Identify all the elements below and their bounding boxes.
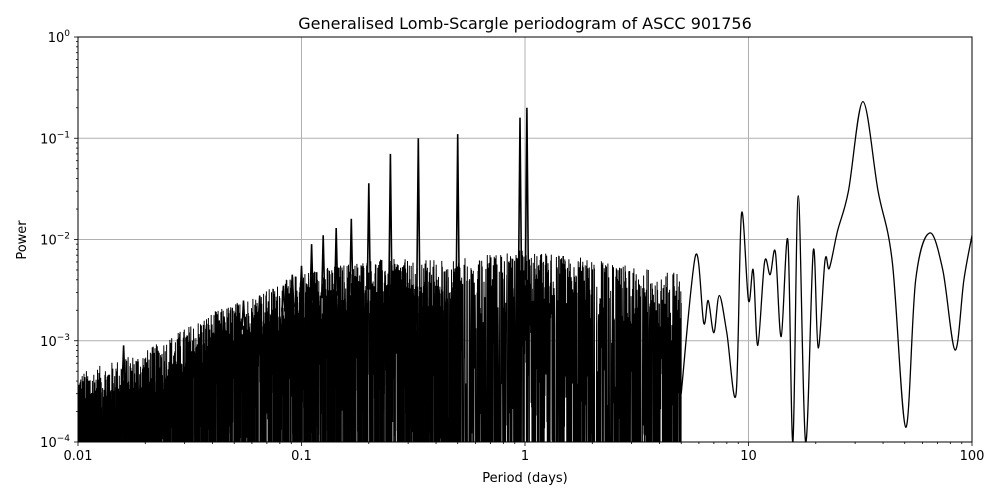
alias-peak: [121, 345, 126, 389]
chart-title: Generalised Lomb-Scargle periodogram of …: [298, 14, 752, 33]
alias-peak: [221, 317, 227, 338]
alias-peak: [299, 265, 304, 303]
x-tick-label: 10: [740, 449, 757, 464]
alias-peak: [257, 295, 262, 324]
x-axis-label: Period (days): [482, 471, 568, 486]
power-series-line: [78, 100, 972, 442]
alias-peak: [524, 107, 530, 281]
y-tick-label: 10−4: [40, 434, 70, 451]
alias-peak: [455, 134, 460, 290]
alias-peak: [366, 183, 372, 290]
alias-peak: [517, 117, 523, 281]
alias-peak: [349, 218, 354, 293]
y-tick-label: 100: [48, 29, 71, 46]
y-tick-label: 10−1: [40, 130, 70, 147]
x-tick-label: 0.01: [64, 449, 93, 464]
alias-peak: [388, 153, 393, 290]
alias-peak: [416, 138, 421, 290]
x-tick-label: 0.1: [291, 449, 312, 464]
x-tick-label: 1: [521, 449, 529, 464]
alias-peak: [281, 285, 286, 312]
alias-peak: [320, 235, 326, 299]
x-axis-ticks: 0.01 0.1 1 10 100: [64, 442, 985, 464]
y-axis-ticks: 100 10−1 10−2 10−3 10−4: [40, 29, 78, 451]
y-tick-label: 10−2: [40, 232, 70, 249]
y-axis-label: Power: [15, 220, 30, 260]
plot-area: [78, 100, 972, 442]
long-period-curve: [680, 100, 972, 442]
alias-peak: [241, 300, 246, 330]
alias-peak: [333, 227, 339, 296]
alias-peak: [290, 274, 295, 308]
x-tick-label: 100: [960, 449, 985, 464]
alias-peak: [309, 244, 314, 301]
y-tick-label: 10−3: [40, 333, 70, 350]
